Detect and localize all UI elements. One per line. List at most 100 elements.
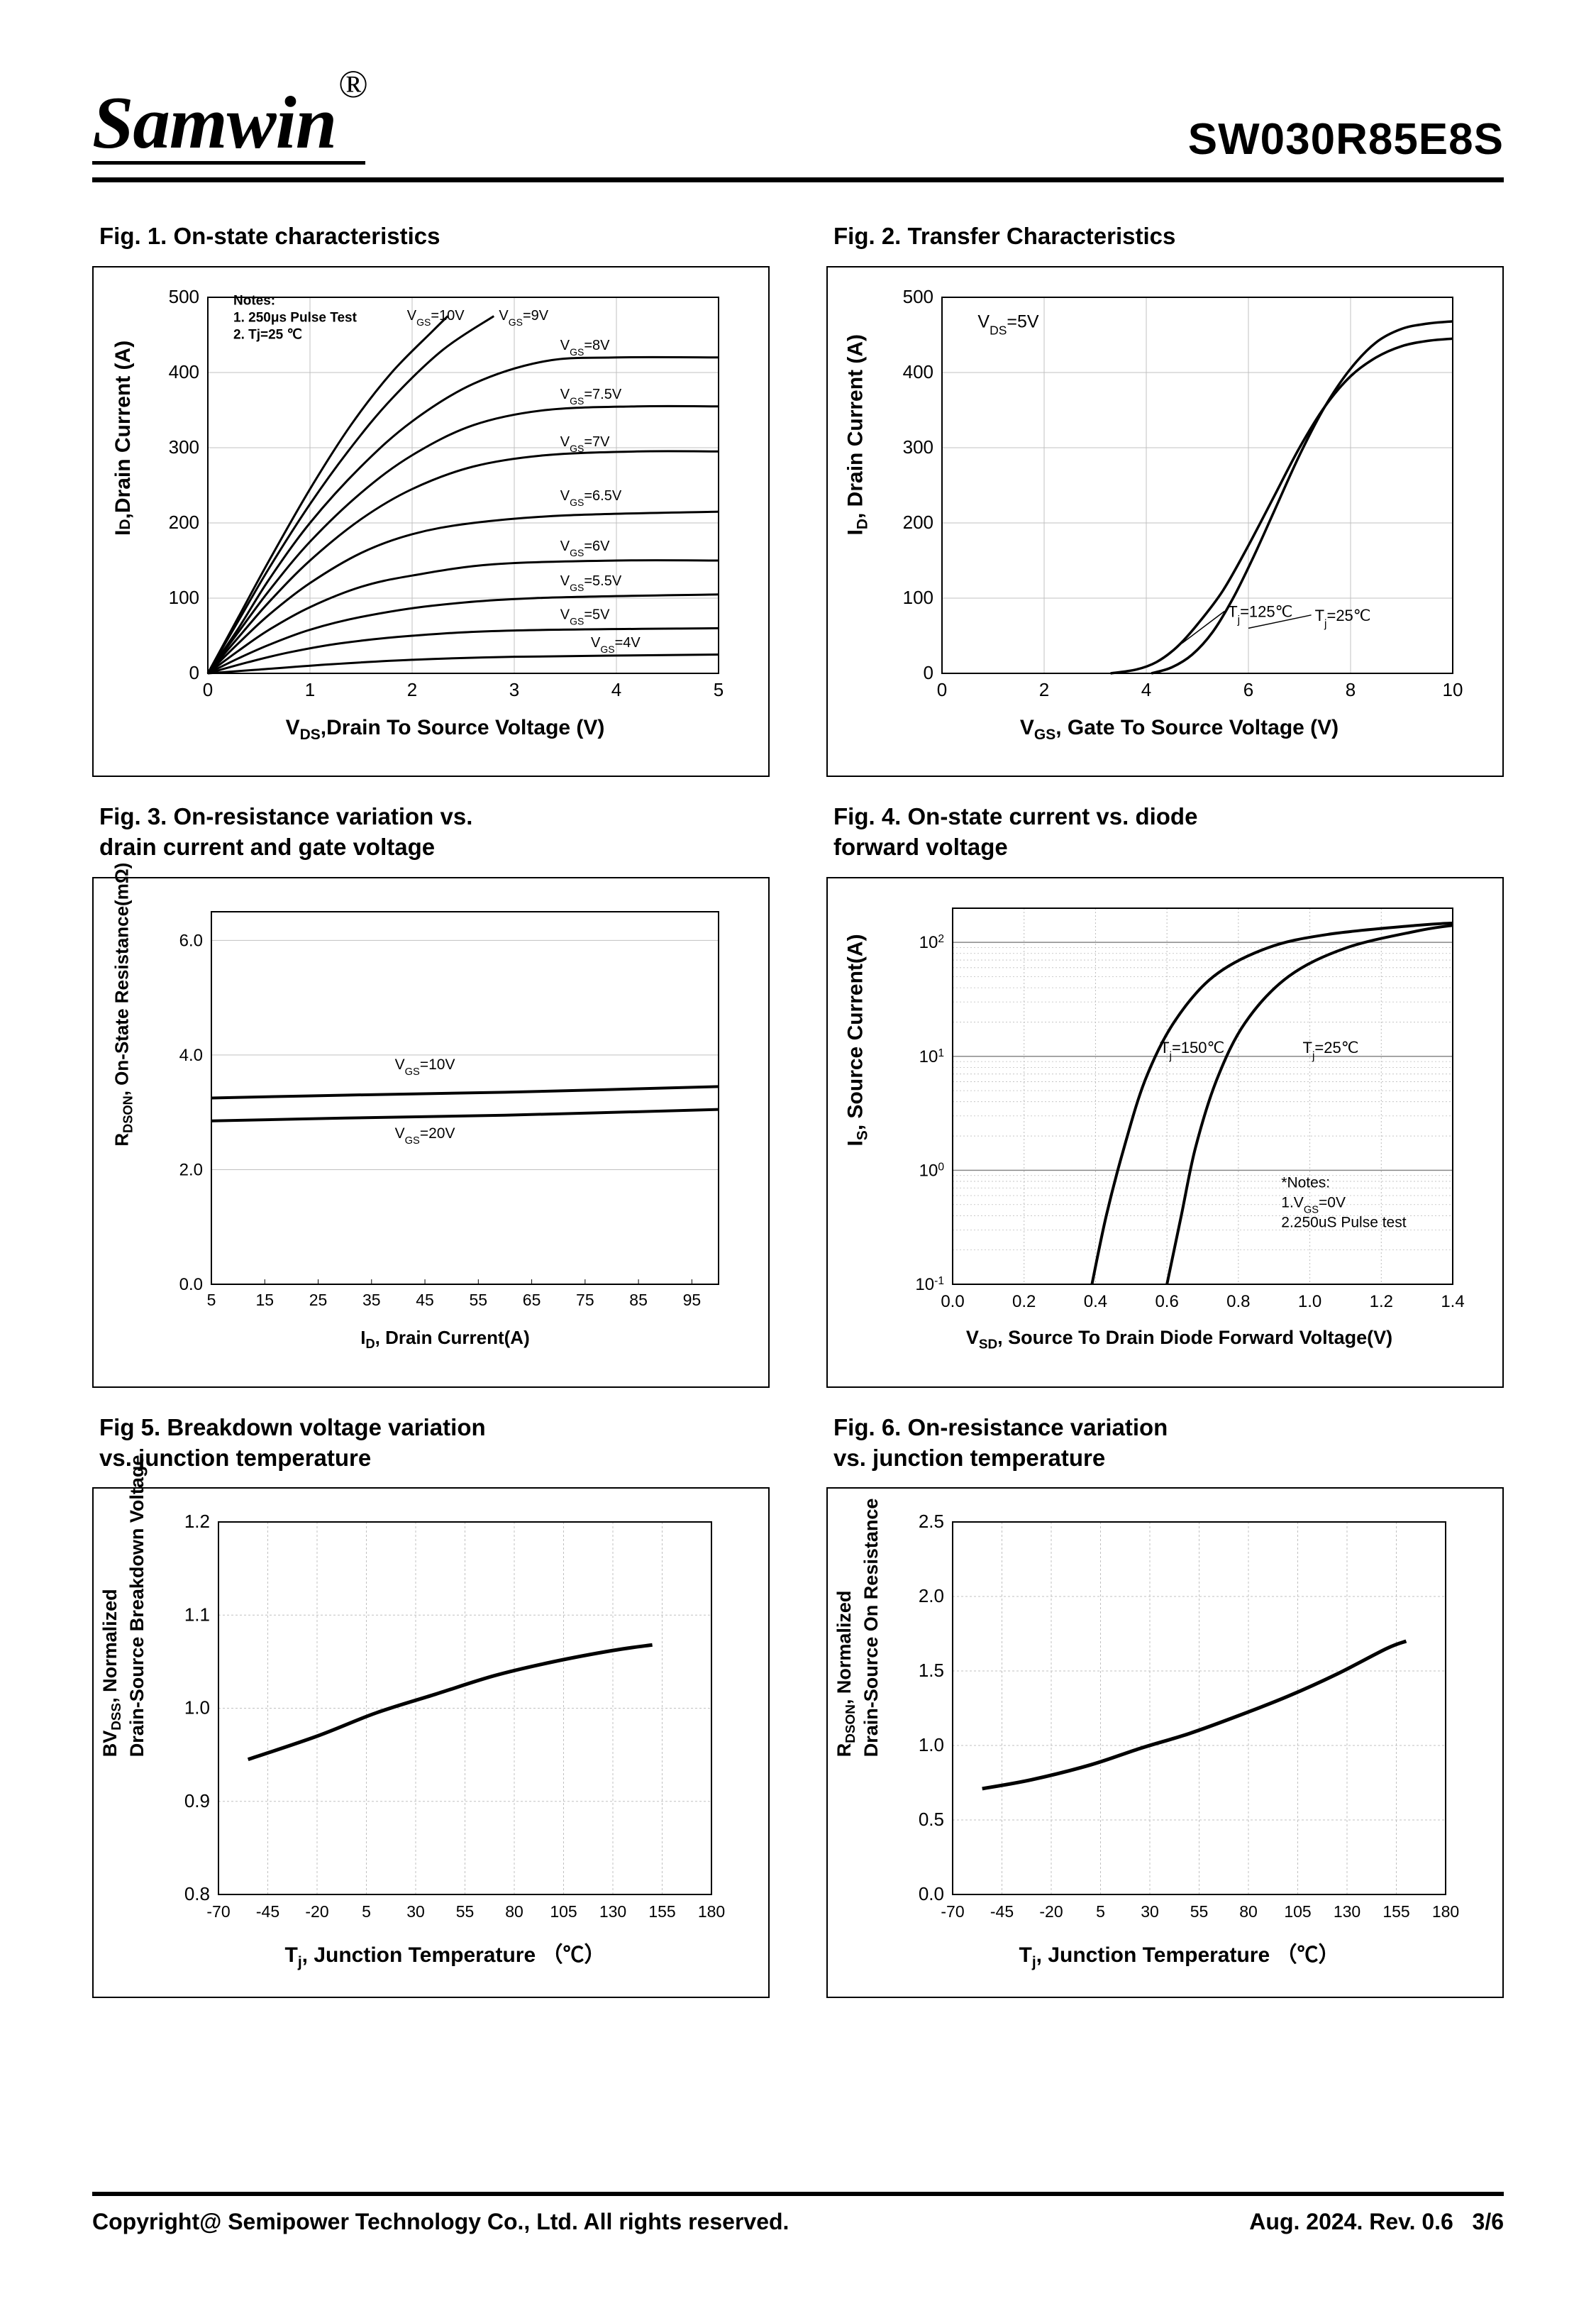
svg-text:2.0: 2.0 bbox=[179, 1160, 202, 1179]
page-footer: Copyright@ Semipower Technology Co., Ltd… bbox=[92, 2192, 1504, 2235]
svg-text:3: 3 bbox=[509, 679, 519, 700]
fig6-ylabel: RDSON, NormalizedDrain-Source On Resista… bbox=[833, 1728, 882, 1757]
svg-text:-45: -45 bbox=[990, 1902, 1013, 1921]
fig5-svg: -70-45-2053055801051301551800.80.91.01.1… bbox=[165, 1504, 726, 1930]
svg-text:0: 0 bbox=[936, 679, 946, 700]
svg-text:300: 300 bbox=[168, 436, 199, 458]
brand-text: Samwin bbox=[92, 81, 336, 164]
figure-2-title: Fig. 2. Transfer Characteristics bbox=[826, 221, 1504, 252]
figure-2-chart: ID, Drain Current (A) 024681001002003004… bbox=[826, 266, 1504, 777]
svg-text:30: 30 bbox=[406, 1902, 425, 1921]
svg-text:10: 10 bbox=[1442, 679, 1463, 700]
fig1-xlabel: VDS,Drain To Source Voltage (V) bbox=[286, 716, 605, 744]
footer-copyright: Copyright@ Semipower Technology Co., Ltd… bbox=[92, 2209, 789, 2235]
fig3-xlabel: ID, Drain Current(A) bbox=[360, 1327, 530, 1352]
svg-text:80: 80 bbox=[1239, 1902, 1258, 1921]
svg-text:1.VGS=0V: 1.VGS=0V bbox=[1281, 1194, 1346, 1215]
svg-text:500: 500 bbox=[168, 286, 199, 307]
svg-text:1: 1 bbox=[304, 679, 314, 700]
svg-text:75: 75 bbox=[576, 1291, 594, 1309]
svg-text:100: 100 bbox=[919, 1161, 944, 1181]
svg-text:25: 25 bbox=[309, 1291, 327, 1309]
svg-text:55: 55 bbox=[455, 1902, 474, 1921]
svg-text:Tj=25℃: Tj=25℃ bbox=[1314, 607, 1370, 630]
svg-text:180: 180 bbox=[697, 1902, 724, 1921]
svg-text:1.0: 1.0 bbox=[184, 1697, 209, 1719]
svg-text:100: 100 bbox=[902, 587, 933, 608]
svg-text:65: 65 bbox=[522, 1291, 541, 1309]
svg-text:1. 250μs Pulse Test: 1. 250μs Pulse Test bbox=[233, 310, 358, 325]
svg-text:2. Tj=25 ℃: 2. Tj=25 ℃ bbox=[233, 327, 302, 342]
svg-text:VGS=6.5V: VGS=6.5V bbox=[560, 488, 621, 508]
svg-text:VGS=7V: VGS=7V bbox=[560, 434, 609, 454]
svg-text:VGS=10V: VGS=10V bbox=[406, 308, 465, 328]
svg-text:-45: -45 bbox=[255, 1902, 279, 1921]
svg-text:VGS=6V: VGS=6V bbox=[560, 539, 609, 558]
svg-text:0: 0 bbox=[202, 679, 212, 700]
svg-text:Tj=150℃: Tj=150℃ bbox=[1160, 1039, 1224, 1062]
svg-text:4: 4 bbox=[1141, 679, 1151, 700]
registered-mark: ® bbox=[338, 62, 367, 106]
fig6-xlabel: Tj, Junction Temperature （℃） bbox=[1019, 1937, 1339, 1971]
svg-text:5: 5 bbox=[713, 679, 723, 700]
figure-5-chart: BVDSS, NormalizedDrain-Source Breakdown … bbox=[92, 1487, 770, 1998]
figure-3-chart: RDSON, On-State Resistance(mΩ) 515253545… bbox=[92, 877, 770, 1388]
svg-text:5: 5 bbox=[206, 1291, 216, 1309]
svg-text:0.9: 0.9 bbox=[184, 1790, 209, 1811]
svg-text:45: 45 bbox=[416, 1291, 434, 1309]
svg-text:1.4: 1.4 bbox=[1441, 1292, 1464, 1311]
figure-1-title: Fig. 1. On-state characteristics bbox=[92, 221, 770, 252]
fig1-svg: 0123450100200300400500VGS=10VVGS=9VVGS=8… bbox=[158, 283, 733, 709]
page-header: Samwin® SW030R85E8S bbox=[92, 85, 1504, 182]
figure-3-block: Fig. 3. On-resistance variation vs. drai… bbox=[92, 802, 770, 1388]
svg-text:102: 102 bbox=[919, 932, 943, 952]
svg-text:15: 15 bbox=[255, 1291, 274, 1309]
figure-4-block: Fig. 4. On-state current vs. diode forwa… bbox=[826, 802, 1504, 1388]
svg-text:105: 105 bbox=[1284, 1902, 1311, 1921]
fig1-ylabel: ID,Drain Current (A) bbox=[111, 507, 135, 536]
footer-daterev: Aug. 2024. Rev. 0.6 3/6 bbox=[1249, 2209, 1504, 2235]
svg-text:400: 400 bbox=[902, 361, 933, 382]
svg-text:VGS=9V: VGS=9V bbox=[499, 308, 548, 328]
svg-text:VGS=8V: VGS=8V bbox=[560, 338, 609, 358]
svg-text:VDS=5V: VDS=5V bbox=[977, 311, 1039, 337]
svg-text:55: 55 bbox=[1190, 1902, 1208, 1921]
fig4-xlabel: VSD, Source To Drain Diode Forward Volta… bbox=[966, 1327, 1392, 1352]
svg-text:0.2: 0.2 bbox=[1012, 1292, 1036, 1311]
figure-1-block: Fig. 1. On-state characteristics ID,Drai… bbox=[92, 221, 770, 777]
svg-text:200: 200 bbox=[168, 512, 199, 533]
svg-text:180: 180 bbox=[1431, 1902, 1458, 1921]
brand-logo: Samwin® bbox=[92, 85, 365, 165]
svg-text:0.4: 0.4 bbox=[1083, 1292, 1107, 1311]
svg-text:1.0: 1.0 bbox=[1297, 1292, 1321, 1311]
figure-5-block: Fig 5. Breakdown voltage variation vs. j… bbox=[92, 1413, 770, 1999]
figure-4-chart: IS, Source Current(A) 0.00.20.40.60.81.0… bbox=[826, 877, 1504, 1388]
svg-text:95: 95 bbox=[682, 1291, 701, 1309]
svg-text:1.2: 1.2 bbox=[1369, 1292, 1392, 1311]
svg-text:105: 105 bbox=[550, 1902, 577, 1921]
svg-text:1.1: 1.1 bbox=[184, 1604, 209, 1626]
svg-text:-70: -70 bbox=[941, 1902, 964, 1921]
svg-text:155: 155 bbox=[1382, 1902, 1409, 1921]
svg-text:200: 200 bbox=[902, 512, 933, 533]
svg-text:2.5: 2.5 bbox=[918, 1511, 943, 1532]
svg-text:*Notes:: *Notes: bbox=[1281, 1174, 1330, 1191]
svg-text:0.5: 0.5 bbox=[918, 1809, 943, 1830]
fig2-ylabel: ID, Drain Current (A) bbox=[844, 507, 872, 536]
fig6-svg: -70-45-2053055801051301551800.00.51.01.5… bbox=[899, 1504, 1460, 1930]
svg-text:130: 130 bbox=[599, 1902, 626, 1921]
svg-text:5: 5 bbox=[362, 1902, 371, 1921]
svg-text:2.0: 2.0 bbox=[918, 1585, 943, 1606]
svg-text:0.8: 0.8 bbox=[1226, 1292, 1250, 1311]
svg-text:VGS=5V: VGS=5V bbox=[560, 607, 609, 627]
svg-text:30: 30 bbox=[1141, 1902, 1159, 1921]
svg-text:500: 500 bbox=[902, 286, 933, 307]
svg-text:4: 4 bbox=[611, 679, 621, 700]
svg-text:6.0: 6.0 bbox=[179, 931, 202, 950]
svg-text:2: 2 bbox=[406, 679, 416, 700]
svg-text:0: 0 bbox=[189, 662, 199, 683]
svg-text:-20: -20 bbox=[305, 1902, 328, 1921]
svg-text:0.8: 0.8 bbox=[184, 1883, 209, 1904]
fig3-ylabel: RDSON, On-State Resistance(mΩ) bbox=[111, 1118, 135, 1147]
svg-text:1.0: 1.0 bbox=[918, 1734, 943, 1755]
